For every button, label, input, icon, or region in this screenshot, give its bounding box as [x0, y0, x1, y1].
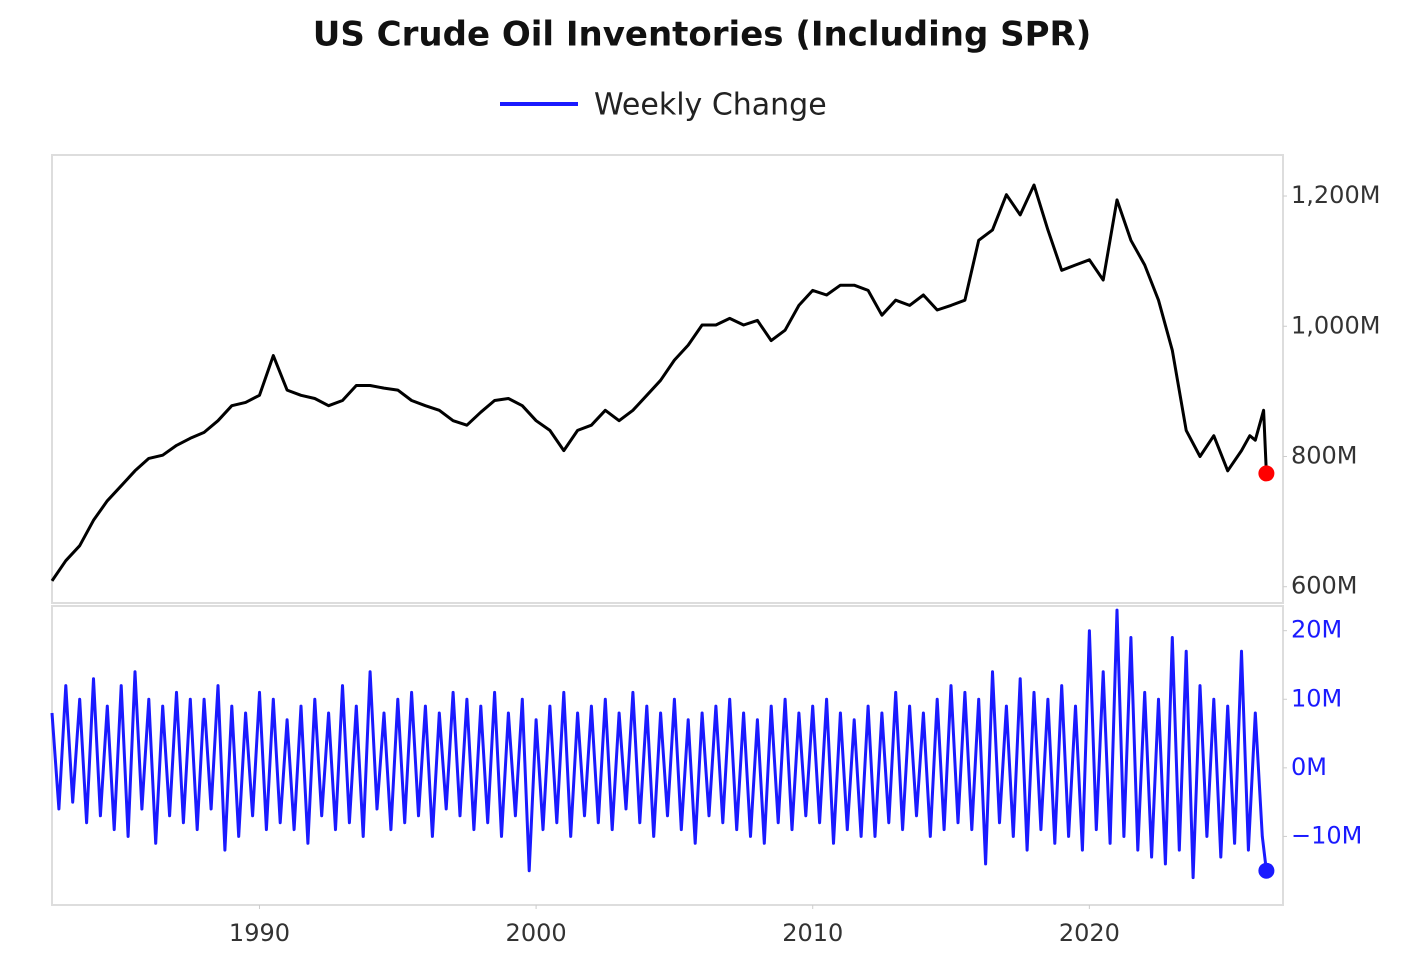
y-tick-label: 0M [1291, 753, 1327, 781]
x-tick-label: 2000 [506, 919, 567, 947]
y-tick-label: 600M [1291, 572, 1358, 600]
last-point [1258, 465, 1275, 482]
y-tick-label: 1,000M [1291, 311, 1380, 339]
x-tick-label: 1990 [229, 919, 290, 947]
data-line [50, 183, 1268, 582]
y-tick-label: 10M [1291, 684, 1342, 712]
y-tick-label: 800M [1291, 441, 1358, 469]
y-tick-label: −10M [1291, 821, 1362, 849]
y-tick-label: 20M [1291, 616, 1342, 644]
bottom-panel [51, 605, 1284, 906]
y-tick-label: 1,200M [1291, 181, 1380, 209]
x-tick-label: 2020 [1059, 919, 1120, 947]
legend-label: Weekly Change [594, 88, 827, 123]
last-point [1258, 862, 1275, 879]
chart-title: US Crude Oil Inventories (Including SPR) [313, 15, 1092, 55]
top-panel [51, 154, 1284, 604]
x-tick-label: 2010 [782, 919, 843, 947]
data-line [50, 608, 1268, 880]
